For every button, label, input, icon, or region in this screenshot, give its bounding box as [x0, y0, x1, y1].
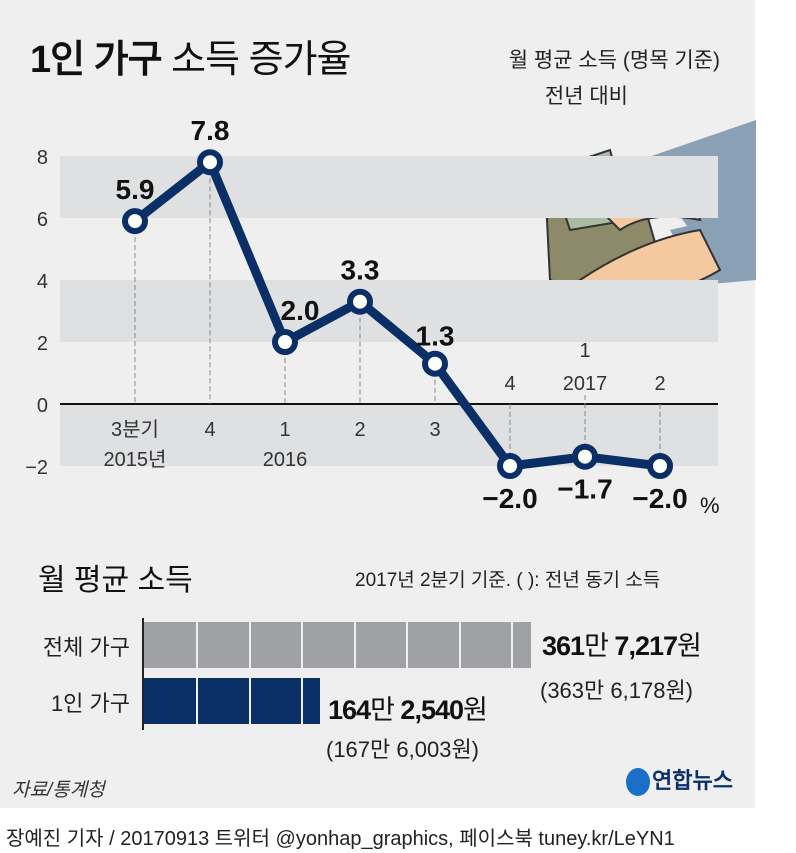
y-tick-label: 0: [37, 395, 48, 417]
data-label: 1.3: [416, 321, 455, 352]
data-label: 2.0: [281, 295, 320, 326]
data-label: −2.0: [632, 483, 687, 514]
x-tick-label: 2: [354, 419, 365, 441]
x-tick-year: 2016: [263, 449, 308, 471]
prev-all: (363만 6,178원): [540, 678, 694, 703]
data-point: [122, 208, 148, 235]
unit-label: %: [700, 493, 720, 518]
y-tick-label: 4: [37, 271, 48, 293]
data-label: 5.9: [116, 174, 155, 205]
data-point: [497, 453, 523, 479]
bar-segment-divider: [458, 622, 461, 668]
bar-chart-title: 월 평균 소득: [38, 564, 193, 597]
data-point: [572, 443, 598, 470]
bar-segment-divider: [301, 622, 303, 668]
bar-segment-divider: [196, 678, 198, 724]
x-tick-year: 2015년: [104, 448, 167, 471]
data-label: −1.7: [557, 474, 612, 505]
y-tick-label: 2: [37, 333, 48, 355]
bar-segment-divider: [511, 622, 513, 668]
data-label: 7.8: [191, 115, 230, 146]
y-tick-label: −2: [25, 457, 48, 479]
logo-icon: [626, 768, 650, 797]
y-tick-label: 8: [37, 147, 48, 169]
x-tick-label: 1: [279, 419, 290, 441]
x-tick-label: 4: [204, 419, 215, 441]
x-tick-label: 3분기: [111, 418, 159, 441]
y-tick-label: 6: [37, 209, 48, 231]
value-all: 361만 7,217원: [542, 631, 702, 661]
bar-label-single: 1인 가구: [50, 691, 130, 716]
data-point: [197, 149, 223, 176]
bar-segment-divider: [248, 678, 251, 724]
grid-band: [60, 156, 718, 218]
x-tick-label: 1: [579, 340, 590, 362]
yonhap-logo: 연합뉴스: [626, 763, 733, 797]
x-tick-label: 3: [429, 419, 440, 441]
credit-line: 장예진 기자 / 20170913 트위터 @yonhap_graphics, …: [6, 828, 675, 850]
bar-segment-divider: [196, 622, 198, 668]
x-tick-label: 2: [654, 373, 665, 395]
subtitle-2: 전년 대비: [544, 85, 628, 108]
bar-axis: [142, 618, 144, 730]
value-single: 164만 2,540원: [328, 695, 488, 725]
bar-all-households: [144, 622, 531, 668]
prev-single: (167만 6,003원): [326, 737, 480, 762]
bar-chart-note: 2017년 2분기 기준. ( ): 전년 동기 소득: [355, 570, 661, 591]
bar-single-households: [144, 678, 320, 724]
bar-label-all: 전체 가구: [42, 635, 130, 660]
data-label: 3.3: [341, 255, 380, 286]
source-label: 자료/통계청: [12, 780, 105, 801]
bar-segment-divider: [248, 622, 251, 668]
line-chart: 8 6 4 2 0 −2 5.9 3분기 2015년 7.8 4 2.0 1 2016 3.3 2 1.3 3 −2…: [25, 115, 720, 518]
x-tick-label: 4: [504, 373, 515, 395]
bar-segment-divider: [353, 622, 356, 668]
bar-segment-divider: [406, 622, 408, 668]
data-label: −2.0: [482, 483, 537, 514]
grid-band: [60, 280, 718, 342]
data-point: [422, 350, 448, 377]
data-point: [272, 329, 298, 355]
subtitle: 월 평균 소득 (명목 기준): [508, 49, 720, 72]
x-tick-year: 2017: [563, 373, 608, 395]
bar-segment-divider: [301, 678, 303, 724]
page-title: 1인 가구 소득 증가율: [30, 39, 352, 81]
data-point: [347, 288, 373, 315]
data-point: [647, 453, 673, 479]
